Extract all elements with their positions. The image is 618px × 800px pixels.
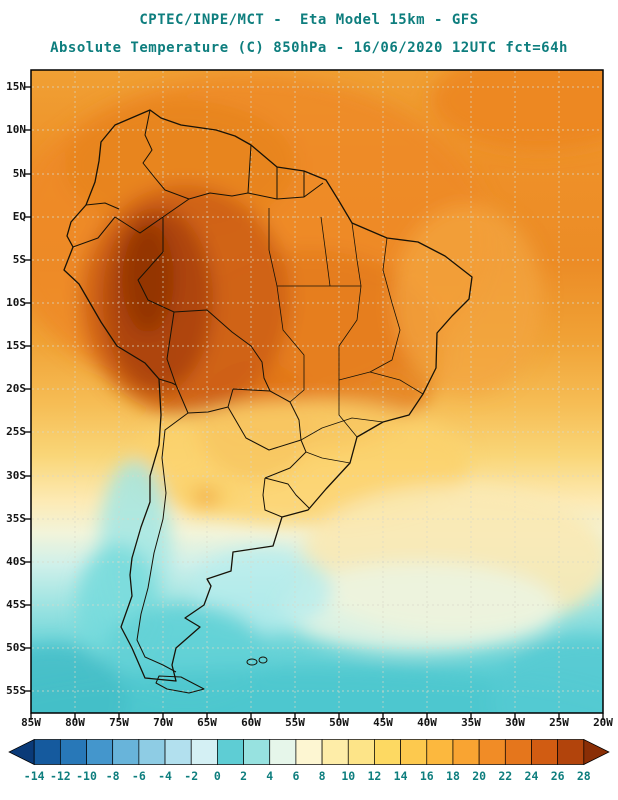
lon-tick-label: 20W (593, 716, 613, 729)
colorbar-scale (8, 739, 610, 766)
colorbar-cell (557, 739, 585, 765)
colorbar-tick-label: -8 (105, 769, 120, 783)
colorbar-cell (347, 739, 375, 765)
longitude-axis: 85W 80W 75W 70W 65W 60W 55W 50W 45W 40W 35W 30W 25W 2… (0, 716, 618, 730)
lat-tick-label: 5N (12, 167, 26, 180)
colorbar-tick-label: 24 (524, 769, 539, 783)
lat-tick-label: 20S (6, 382, 26, 395)
colorbar-tick-label: 2 (240, 769, 248, 783)
colorbar-cell (478, 739, 506, 765)
country-borders (63, 109, 473, 694)
lat-tick-label: 15N (6, 80, 26, 93)
colorbar-tick-label: 12 (367, 769, 382, 783)
colorbar-cell (374, 739, 401, 765)
axis-ticks (24, 86, 604, 720)
colorbar-cell (243, 739, 271, 765)
lat-tick-label: 40S (6, 555, 26, 568)
lon-tick-label: 50W (329, 716, 349, 729)
south-america-coastline (63, 109, 473, 682)
lat-tick-label: 30S (6, 469, 26, 482)
colorbar-tick-label: 18 (446, 769, 460, 783)
lat-tick-label: 10S (6, 296, 26, 309)
colorbar-cell (321, 739, 349, 765)
lon-tick-label: 40W (417, 716, 437, 729)
lat-tick-label: 50S (6, 641, 26, 654)
lat-tick-label: 10N (6, 123, 26, 136)
colorbar-tick-label: -4 (158, 769, 172, 783)
title-line-2: Absolute Temperature (C) 850hPa - 16/06/… (50, 40, 568, 56)
colorbar-tick-label: 28 (576, 769, 591, 783)
lat-tick-label: 25S (6, 425, 26, 438)
map-frame (30, 69, 604, 714)
grid-lines (32, 71, 602, 712)
colorbar-tick-label: -12 (49, 769, 71, 783)
colorbar-tick-label: 20 (472, 769, 487, 783)
lon-tick-label: 85W (21, 716, 41, 729)
colorbar-cell (59, 739, 87, 765)
lon-tick-label: 75W (109, 716, 129, 729)
lat-tick-label: 55S (6, 684, 26, 697)
colorbar-tick-label: 6 (292, 769, 300, 783)
colorbar-cell (269, 739, 297, 765)
colorbar-tick-label: 10 (341, 769, 356, 783)
colorbar: -14 -12 -10 -8 -6 -4 -2 0 2 4 6 8 10 12 14 16 18 20 22 24 26… (0, 739, 618, 794)
tierra-del-fuego-outline (155, 675, 205, 694)
falkland-island-outline (246, 658, 258, 666)
lat-tick-label: EQ (12, 210, 26, 223)
colorbar-cell (583, 739, 610, 766)
colorbar-tick-label: 8 (318, 769, 326, 783)
lon-tick-label: 30W (505, 716, 525, 729)
colorbar-cell (112, 739, 140, 765)
lon-tick-label: 45W (373, 716, 393, 729)
colorbar-cell (295, 739, 323, 765)
lat-tick-label: 35S (6, 512, 26, 525)
lon-tick-label: 60W (241, 716, 261, 729)
colorbar-cell (190, 739, 218, 765)
lon-tick-label: 25W (549, 716, 569, 729)
colorbar-tick-label: 22 (498, 769, 513, 783)
colorbar-cell (217, 739, 244, 765)
lon-tick-label: 65W (197, 716, 217, 729)
colorbar-cell (138, 739, 166, 765)
colorbar-tick-label: 14 (393, 769, 408, 783)
lon-tick-label: 55W (285, 716, 305, 729)
lon-tick-label: 80W (65, 716, 85, 729)
lat-tick-label: 15S (6, 339, 26, 352)
colorbar-tick-label: -14 (23, 769, 45, 783)
colorbar-tick-label: 26 (550, 769, 565, 783)
colorbar-cell (531, 739, 559, 765)
lon-tick-label: 70W (153, 716, 173, 729)
colorbar-tick-label: 4 (266, 769, 274, 783)
colorbar-tick-label: 0 (213, 769, 221, 783)
colorbar-labels: -14 -12 -10 -8 -6 -4 -2 0 2 4 6 8 10 12 14 16 18 20 22 24 26… (0, 769, 618, 785)
chart-titles: CPTEC/INPE/MCT - Eta Model 15km - GFS Ab… (0, 6, 618, 62)
title-line-1: CPTEC/INPE/MCT - Eta Model 15km - GFS (139, 12, 479, 28)
colorbar-cell (8, 739, 35, 766)
colorbar-cell (86, 739, 114, 765)
colorbar-cell (452, 739, 480, 765)
colorbar-cell (400, 739, 428, 765)
temperature-field (31, 70, 603, 713)
latitude-axis: 15N 10N 5N EQ 5S 10S 15S 20S 25S 30S 35S 40S 45S 50S 5… (0, 0, 29, 730)
falkland-island-outline (258, 656, 268, 664)
colorbar-tick-label: 16 (419, 769, 434, 783)
colorbar-tick-label: -2 (184, 769, 199, 783)
lat-tick-label: 45S (6, 598, 26, 611)
colorbar-tick-label: -10 (76, 769, 97, 783)
colorbar-cell (426, 739, 454, 765)
colorbar-cell (504, 739, 532, 765)
colorbar-cell (33, 739, 61, 765)
lat-tick-label: 5S (12, 253, 26, 266)
colorbar-tick-label: -6 (131, 769, 146, 783)
colorbar-cell (164, 739, 192, 765)
lon-tick-label: 35W (461, 716, 481, 729)
